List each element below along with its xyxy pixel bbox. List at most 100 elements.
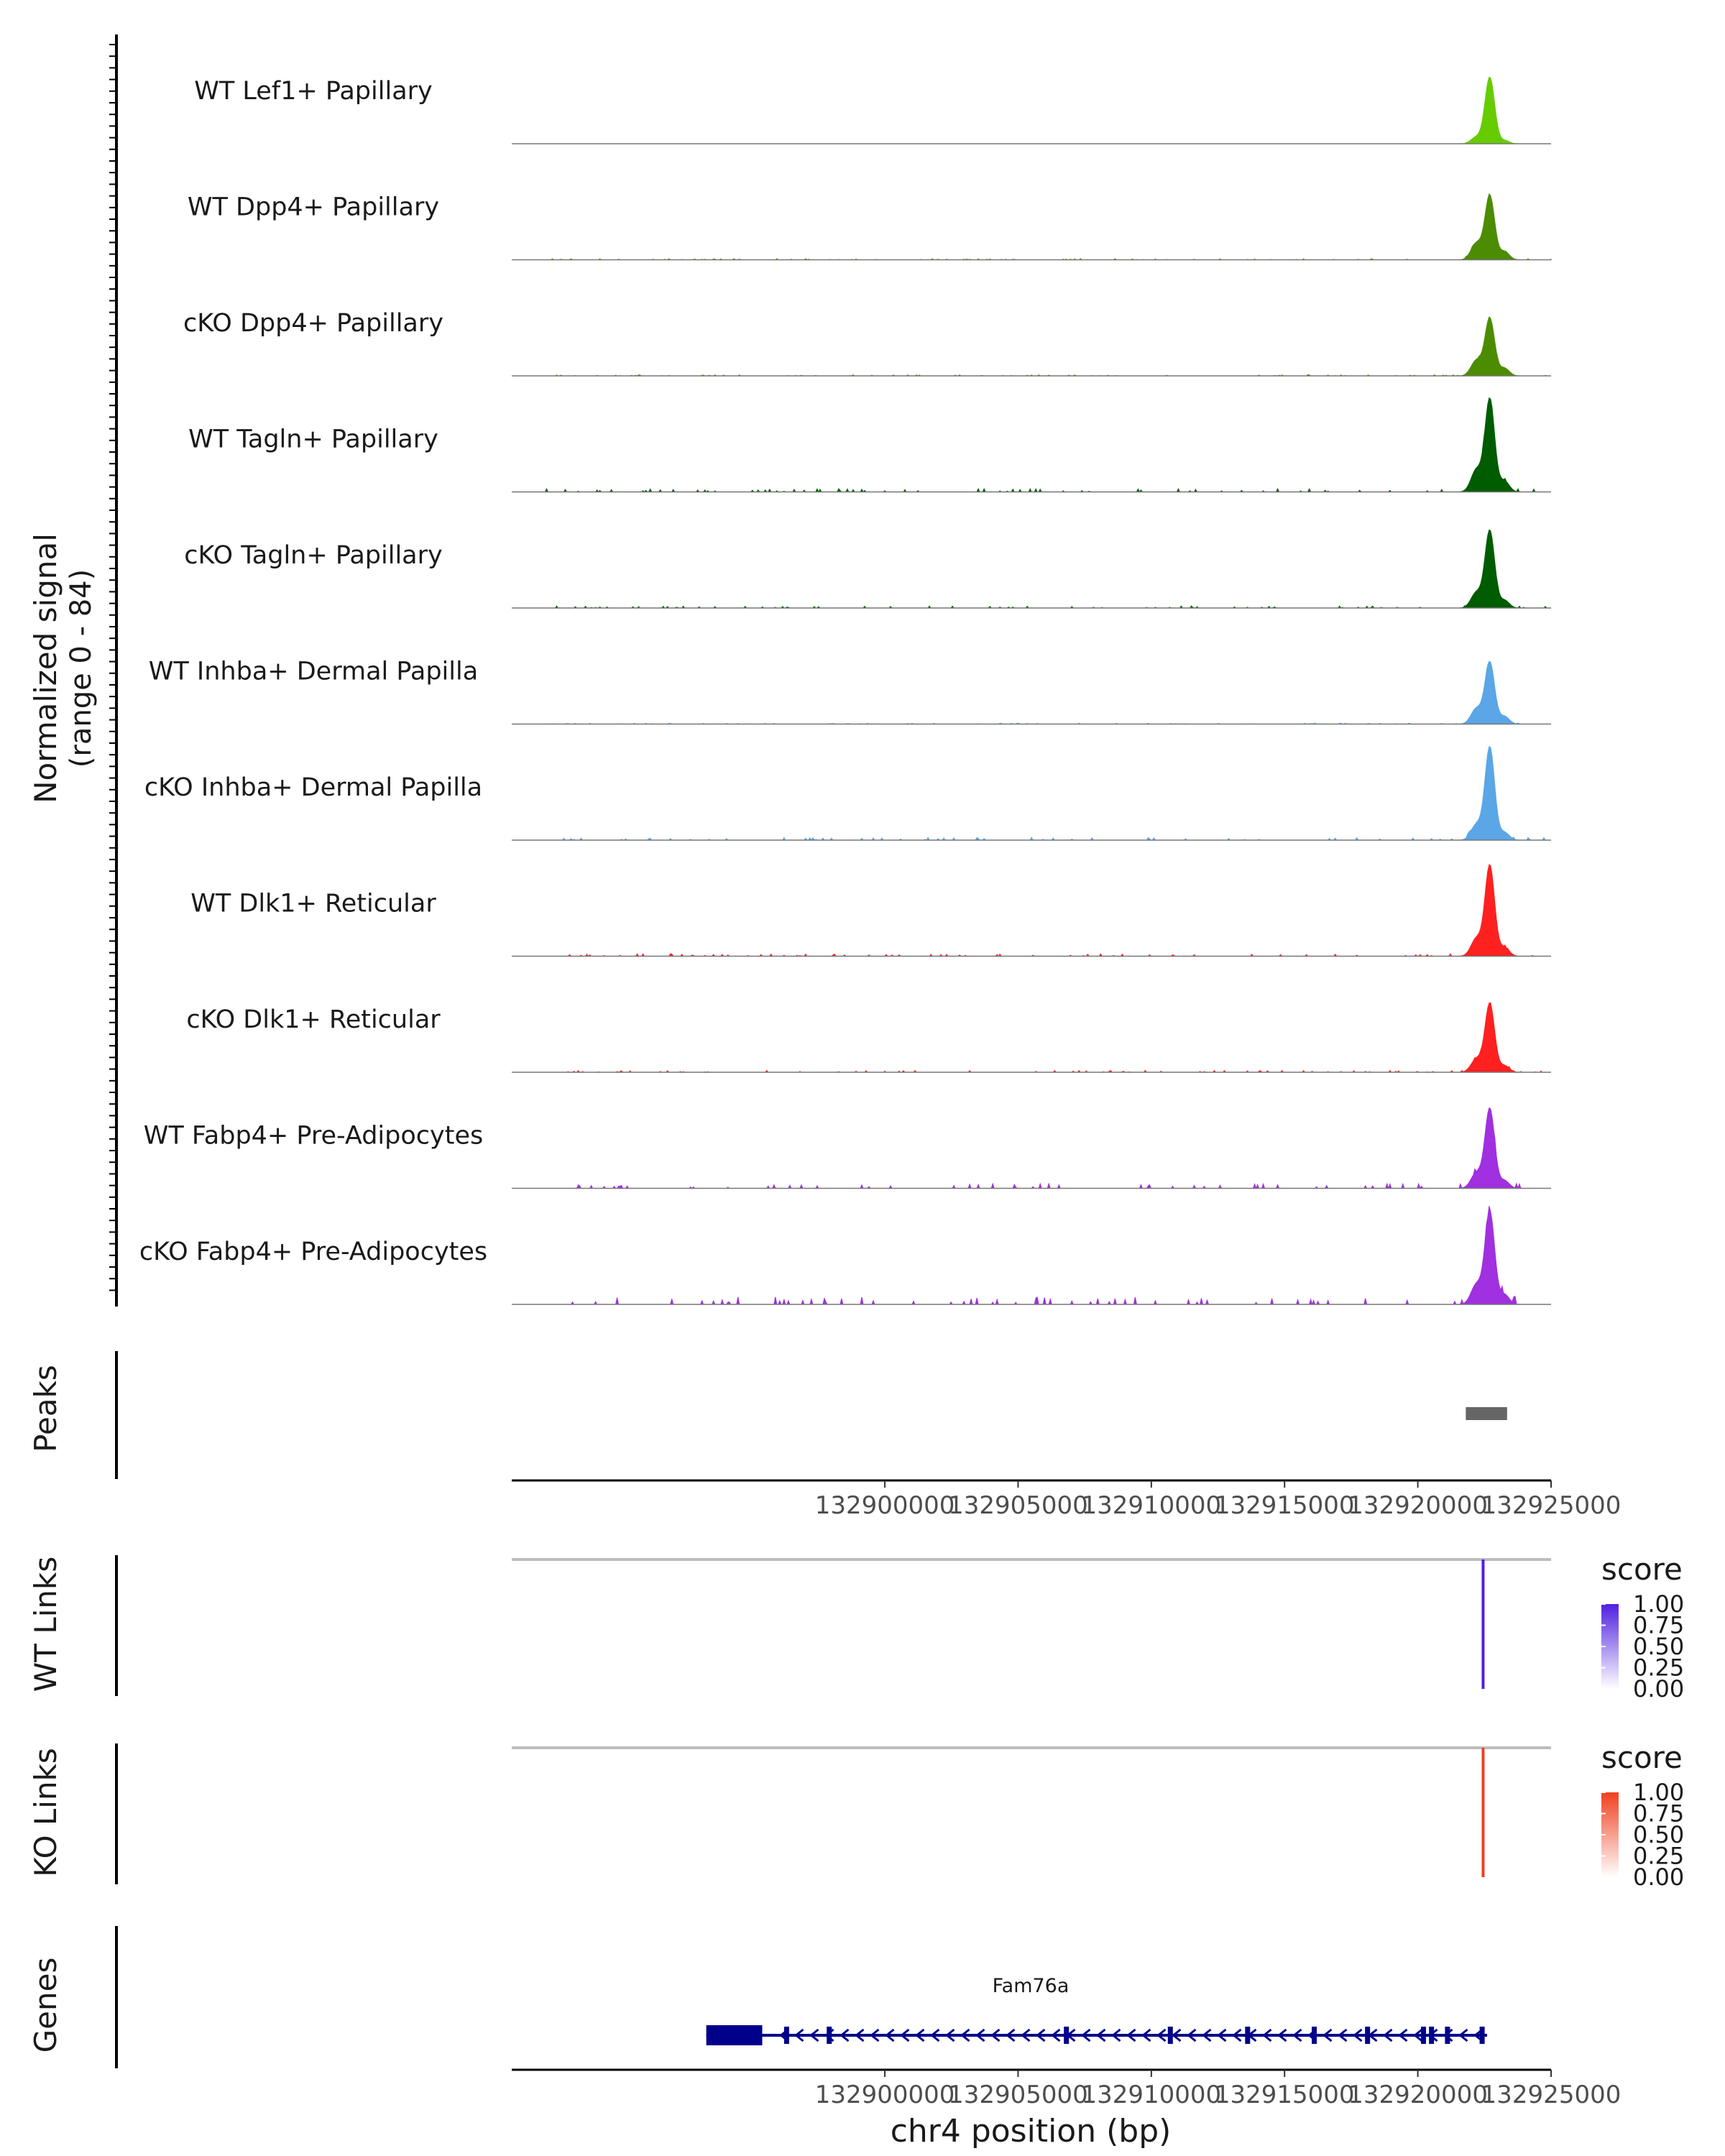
track-label: cKO Dpp4+ Papillary xyxy=(183,309,443,338)
x-tick-label: 132925000 xyxy=(1481,1491,1622,1520)
x-tick-label: 132900000 xyxy=(815,1491,955,1520)
legend-label: 0.00 xyxy=(1633,1675,1684,1703)
strand-arrow xyxy=(794,2028,804,2042)
legend-label: 0.50 xyxy=(1633,1821,1684,1848)
gene-exon-9 xyxy=(1445,2027,1450,2044)
y-axis-label: Normalized signal xyxy=(28,533,63,803)
strand-arrow xyxy=(1126,2028,1136,2042)
coverage-area xyxy=(543,193,1552,261)
strand-arrow xyxy=(1338,2028,1348,2042)
strand-arrow xyxy=(1156,2028,1167,2042)
strand-arrow xyxy=(870,2028,880,2042)
track-9: WT Fabp4+ Pre-Adipocytes xyxy=(144,1107,1551,1190)
track-label: WT Inhba+ Dermal Papilla xyxy=(149,658,478,686)
legend-label: 0.75 xyxy=(1633,1612,1684,1639)
coverage-area xyxy=(543,529,1551,609)
peak-region-0 xyxy=(1466,1407,1507,1420)
strand-arrow xyxy=(1413,2028,1423,2042)
x-tick-label: 132900000 xyxy=(815,2081,955,2109)
track-label: WT Lef1+ Papillary xyxy=(194,77,433,106)
x-tick-label: 132910000 xyxy=(1082,2081,1222,2109)
gene-exon-2 xyxy=(1064,2027,1070,2044)
gene-exon-6 xyxy=(1365,2027,1371,2044)
gene-utr-block xyxy=(706,2025,763,2045)
strand-arrow xyxy=(960,2028,970,2042)
strand-arrow xyxy=(1217,2028,1227,2042)
legend-title: score xyxy=(1601,1740,1683,1775)
strand-arrow xyxy=(1262,2028,1272,2042)
gene-exon-10 xyxy=(1479,2027,1485,2044)
strand-arrow xyxy=(990,2028,1000,2042)
x-tick-label: 132905000 xyxy=(948,1491,1088,1520)
track-0: WT Lef1+ Papillary xyxy=(194,76,1551,144)
track-label: WT Dlk1+ Reticular xyxy=(190,890,436,918)
x-tick-label: 132915000 xyxy=(1215,1491,1355,1520)
legend-label: 0.75 xyxy=(1633,1800,1684,1828)
track-label: cKO Dlk1+ Reticular xyxy=(186,1005,441,1034)
peaks-track xyxy=(1466,1407,1507,1420)
x-axis-label: chr4 position (bp) xyxy=(891,2113,1172,2150)
track-5: WT Inhba+ Dermal Papilla xyxy=(149,658,1551,725)
legend-label: 0.00 xyxy=(1633,1864,1684,1891)
coverage-area xyxy=(543,864,1551,957)
coverage-area xyxy=(543,76,1551,144)
x-tick-label: 132920000 xyxy=(1348,2081,1488,2109)
gene-exon-5 xyxy=(1312,2027,1317,2044)
links-panel-1: KO Links score 1.000.750.500.250.00 xyxy=(28,1740,1684,1891)
x-tick-label: 132920000 xyxy=(1348,1491,1488,1520)
gene-exon-3 xyxy=(1167,2027,1173,2044)
strand-arrow xyxy=(1353,2028,1363,2042)
links-label: WT Links xyxy=(28,1557,63,1692)
gene-exon-7 xyxy=(1421,2027,1427,2044)
strand-arrow xyxy=(885,2028,895,2042)
gene-exon-1 xyxy=(827,2027,832,2044)
track-3: WT Tagln+ Papillary xyxy=(188,397,1551,493)
track-label: WT Tagln+ Papillary xyxy=(188,425,438,454)
x-tick-label: 132910000 xyxy=(1082,1491,1222,1520)
strand-arrow xyxy=(1021,2028,1031,2042)
strand-arrow xyxy=(1187,2028,1197,2042)
strand-arrow xyxy=(1172,2028,1182,2042)
strand-arrow xyxy=(900,2028,910,2042)
x-axis-ticks-top: 1329000001329050001329100001329150001329… xyxy=(815,1480,1622,1520)
coverage-axis-ticks xyxy=(109,44,116,1291)
legend-title: score xyxy=(1601,1552,1683,1587)
strand-arrow xyxy=(1277,2028,1287,2042)
track-7: WT Dlk1+ Reticular xyxy=(190,864,1551,957)
strand-arrow xyxy=(1006,2028,1016,2042)
genes-label: Genes xyxy=(28,1958,63,2053)
coverage-area xyxy=(543,1107,1551,1190)
coverage-area xyxy=(543,397,1551,493)
gene-model xyxy=(706,2025,1488,2045)
strand-arrow xyxy=(945,2028,955,2042)
x-tick-label: 132905000 xyxy=(948,2081,1088,2109)
track-label: WT Dpp4+ Papillary xyxy=(188,193,439,222)
strand-arrow xyxy=(809,2028,819,2042)
strand-arrow xyxy=(1202,2028,1212,2042)
track-10: cKO Fabp4+ Pre-Adipocytes xyxy=(139,1205,1551,1306)
track-label: cKO Fabp4+ Pre-Adipocytes xyxy=(139,1238,487,1266)
gene-exon-8 xyxy=(1429,2027,1435,2044)
strand-arrow xyxy=(1051,2028,1061,2042)
coverage-tracks: WT Lef1+ Papillary WT Dpp4+ Papillary cKO … xyxy=(139,76,1552,1306)
legend-label: 0.25 xyxy=(1633,1654,1684,1682)
strand-arrow xyxy=(1036,2028,1046,2042)
track-4: cKO Tagln+ Papillary xyxy=(184,529,1551,609)
strand-arrow xyxy=(1383,2028,1393,2042)
coverage-area xyxy=(543,1002,1551,1073)
track-8: cKO Dlk1+ Reticular xyxy=(186,1002,1551,1073)
coverage-area xyxy=(543,1205,1551,1306)
x-tick-label: 132925000 xyxy=(1481,2081,1622,2109)
track-6: cKO Inhba+ Dermal Papilla xyxy=(144,745,1551,841)
strand-arrow xyxy=(1458,2028,1468,2042)
strand-arrow xyxy=(975,2028,985,2042)
strand-arrow xyxy=(1232,2028,1242,2042)
strand-arrow xyxy=(1141,2028,1151,2042)
strand-arrow xyxy=(1081,2028,1091,2042)
legend-label: 1.00 xyxy=(1633,1779,1684,1806)
track-1: WT Dpp4+ Papillary xyxy=(188,193,1552,261)
coverage-area xyxy=(543,660,1551,725)
legend-label: 0.50 xyxy=(1633,1633,1684,1660)
